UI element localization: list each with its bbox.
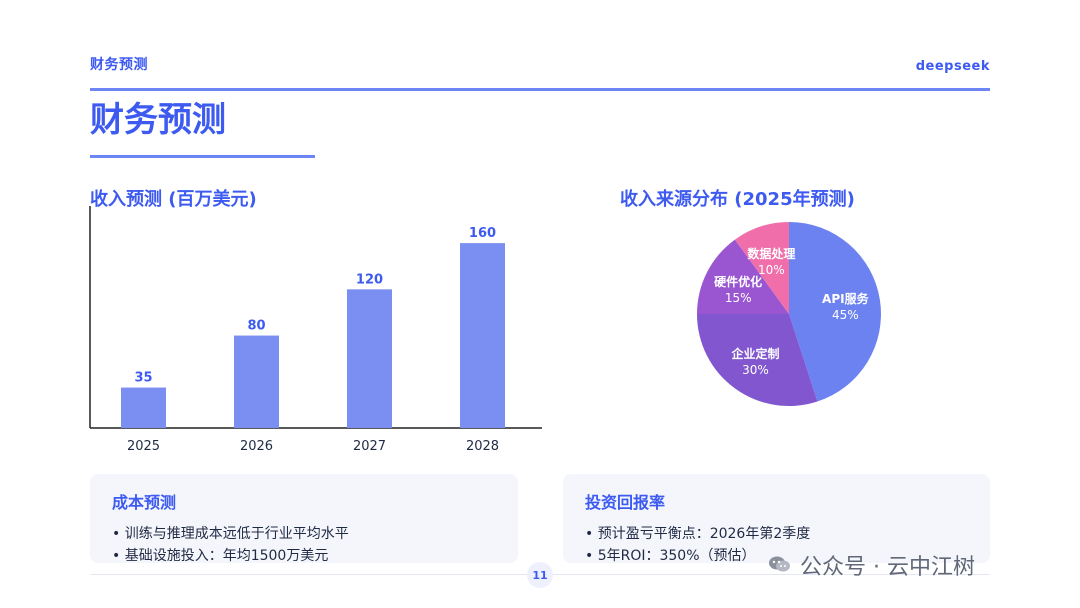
x-tick-label-2028: 2028 (466, 439, 499, 454)
pie-percent-0: 45% (832, 308, 859, 322)
pie-label-0: API服务 (822, 291, 870, 306)
revenue-source-pie-chart: API服务 45% 企业定制 30% 硬件优化 15% 数据处理 10% (697, 222, 881, 406)
brand-logo: deepseek (915, 59, 990, 74)
pie-percent-1: 30% (742, 363, 769, 377)
roi-bullet-2: • 5年ROI：350%（预估） (585, 548, 756, 564)
revenue-bar-2026 (234, 335, 279, 428)
bar-value-label-2025: 35 (134, 371, 152, 386)
x-tick-label-2025: 2025 (127, 439, 160, 454)
wechat-icon (768, 555, 792, 575)
pie-percent-2: 15% (725, 291, 752, 305)
pie-slice-0 (789, 222, 881, 402)
watermark-text: 公众号 · 云中江树 (800, 555, 975, 580)
pie-label-3: 数据处理 (747, 246, 795, 261)
cost-bullet-1: • 训练与推理成本远低于行业平均水平 (112, 526, 349, 542)
pie-slice-3 (734, 222, 789, 314)
roi-bullet-1: • 预计盈亏平衡点：2026年第2季度 (585, 526, 811, 542)
bar-value-label-2027: 120 (356, 272, 383, 287)
cost-bullet-2: • 基础设施投入：年均1500万美元 (112, 548, 329, 564)
cost-card-title: 成本预测 (112, 493, 177, 512)
roi-card-title: 投资回报率 (585, 493, 666, 512)
pie-slice-2 (697, 239, 789, 314)
bar-value-label-2028: 160 (469, 226, 496, 241)
roi-card: 投资回报率 • 预计盈亏平衡点：2026年第2季度 • 5年ROI：350%（预… (563, 474, 990, 564)
pie-percent-3: 10% (758, 263, 785, 277)
x-tick-label-2026: 2026 (240, 439, 273, 454)
cost-forecast-card: 成本预测 • 训练与推理成本远低于行业平均水平 • 基础设施投入：年均1500万… (90, 474, 518, 564)
revenue-section-title: 收入预测 (百万美元) (90, 189, 257, 210)
header-label: 财务预测 (90, 57, 148, 73)
watermark: 公众号 · 云中江树 (768, 549, 975, 581)
revenue-bar-2027 (347, 289, 392, 428)
bar-value-label-2026: 80 (247, 319, 265, 334)
top-divider (90, 88, 990, 91)
pie-label-2: 硬件优化 (714, 274, 762, 289)
revenue-bar-chart: 35 2025 80 2026 120 2027 160 2028 (89, 206, 542, 454)
page-title: 财务预测 (90, 100, 226, 140)
revenue-bar-2025 (121, 387, 166, 428)
revenue-bar-2028 (460, 243, 505, 428)
pie-slice-1 (697, 314, 818, 406)
title-underline (90, 155, 315, 158)
page-number: 11 (527, 562, 553, 588)
x-tick-label-2027: 2027 (353, 439, 386, 454)
pie-label-1: 企业定制 (730, 346, 779, 361)
source-section-title: 收入来源分布 (2025年预测) (620, 189, 855, 210)
